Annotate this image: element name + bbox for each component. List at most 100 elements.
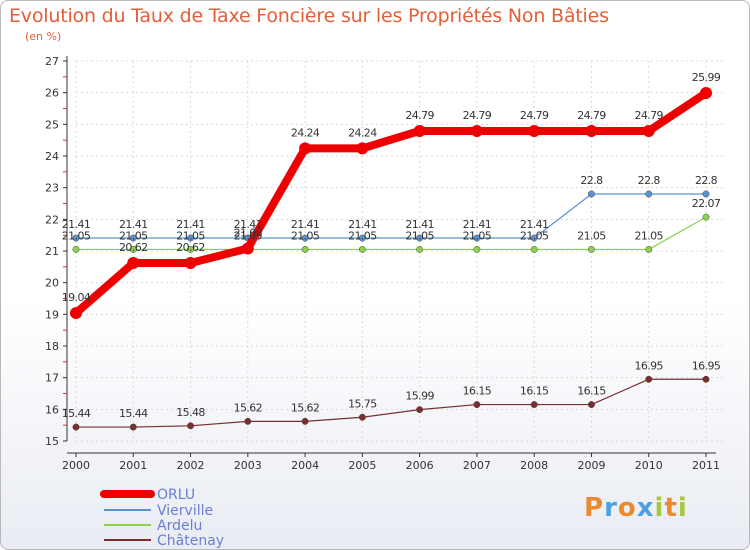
data-point	[127, 257, 140, 270]
data-label: 21.41	[405, 218, 434, 231]
data-point	[416, 245, 424, 253]
x-tick-label: 2006	[406, 459, 434, 472]
data-point	[588, 245, 595, 253]
data-point	[187, 422, 194, 430]
x-tick-label: 2003	[234, 459, 262, 472]
data-label: 21.41	[62, 218, 91, 231]
data-point	[129, 245, 137, 253]
x-tick-label: 2008	[520, 459, 548, 472]
data-label: 16.95	[634, 359, 663, 372]
series-line-ardelu	[75, 216, 707, 251]
data-point	[702, 213, 710, 221]
data-label: 19.04	[62, 291, 91, 304]
data-label: 21.41	[291, 218, 320, 231]
x-tick-label: 2002	[177, 459, 205, 472]
data-label: 20.62	[176, 241, 205, 254]
data-point	[72, 423, 80, 431]
data-label: 16.15	[520, 385, 549, 398]
data-point	[702, 375, 710, 383]
series-line-châtenay	[75, 378, 707, 428]
data-label: 15.62	[291, 401, 320, 414]
data-label: 21.41	[176, 218, 205, 231]
legend-label: Vierville	[157, 503, 213, 519]
data-point	[530, 234, 538, 242]
x-tick-label: 2007	[463, 459, 491, 472]
x-tick-label: 2001	[119, 459, 147, 472]
proxiti-logo: Proxiti	[584, 493, 688, 523]
data-label: 21.05	[119, 229, 148, 242]
y-tick-label: 16	[45, 403, 59, 416]
data-label: 24.24	[348, 126, 377, 139]
x-tick-label: 2009	[577, 459, 605, 472]
data-point	[473, 234, 481, 242]
data-label: 21.08	[234, 226, 263, 239]
x-tick-label: 2000	[62, 459, 90, 472]
data-point	[184, 257, 197, 270]
data-label: 20.62	[119, 241, 148, 254]
y-tick-label: 21	[45, 245, 59, 258]
data-label: 15.62	[234, 401, 263, 414]
data-point	[358, 413, 366, 421]
data-label: 24.79	[577, 109, 606, 122]
grid-lines	[75, 60, 726, 442]
data-point	[470, 124, 483, 137]
axes: 15 16 17 18 19 20 21 22 23 24 25 26 27 2000 2001 2002 20…	[45, 55, 720, 472]
logo-letter: i	[654, 493, 665, 523]
logo-letter: t	[664, 493, 678, 523]
logo-letter: x	[636, 493, 655, 523]
y-tick-label: 17	[45, 372, 59, 385]
series-line-orlu	[72, 88, 710, 318]
x-tick-label: 2011	[692, 459, 720, 472]
data-label: 22.8	[638, 174, 661, 187]
data-point	[585, 124, 598, 137]
data-label: 21.05	[291, 229, 320, 242]
data-label: 22.8	[580, 174, 603, 187]
data-label: 15.99	[405, 390, 434, 403]
chart-title: Evolution du Taux de Taxe Foncière sur l…	[9, 5, 609, 27]
data-point	[642, 124, 655, 137]
data-point	[530, 245, 538, 253]
y-tick-label: 20	[45, 277, 59, 290]
logo-letter: o	[617, 493, 637, 523]
y-tick-label: 22	[45, 213, 59, 226]
data-point	[473, 245, 481, 253]
x-tick-label: 2004	[291, 459, 319, 472]
x-tick-label: 2010	[635, 459, 663, 472]
data-label: 16.15	[577, 385, 606, 398]
y-tick-label: 23	[45, 182, 59, 195]
data-label: 24.24	[291, 126, 320, 139]
logo-letter: i	[677, 493, 688, 523]
data-label: 15.75	[348, 397, 377, 410]
y-tick-label: 26	[45, 87, 59, 100]
data-label: 15.44	[62, 407, 91, 420]
data-point	[129, 234, 137, 242]
data-label: 21.05	[348, 229, 377, 242]
data-point	[356, 142, 369, 155]
data-label: 16.15	[463, 385, 492, 398]
data-point	[416, 406, 424, 414]
data-label: 21.05	[405, 229, 434, 242]
data-point	[70, 307, 82, 320]
chart-subtitle: (en %)	[25, 30, 62, 43]
series-group	[70, 86, 712, 431]
data-point	[301, 234, 309, 242]
data-label: 24.79	[463, 109, 492, 122]
data-point	[358, 245, 366, 253]
data-label: 15.48	[176, 406, 205, 419]
data-label: 22.07	[692, 197, 721, 210]
data-point	[413, 124, 426, 137]
data-point	[473, 401, 481, 409]
data-label: 21.05	[62, 229, 91, 242]
data-label: 21.41	[119, 218, 148, 231]
data-point	[301, 245, 309, 253]
legend-label: ORLU	[157, 487, 195, 503]
data-point	[702, 190, 710, 198]
y-tick-label: 18	[45, 340, 59, 353]
data-point	[530, 401, 538, 409]
data-point	[72, 234, 80, 242]
data-point	[588, 190, 595, 198]
logo-letter: P	[584, 493, 605, 523]
data-point	[299, 142, 312, 155]
data-labels: 21.41 21.41 21.41 21.41 21.41 21.41 21.41 21.41…	[62, 71, 722, 420]
data-label: 21.41	[234, 218, 263, 231]
